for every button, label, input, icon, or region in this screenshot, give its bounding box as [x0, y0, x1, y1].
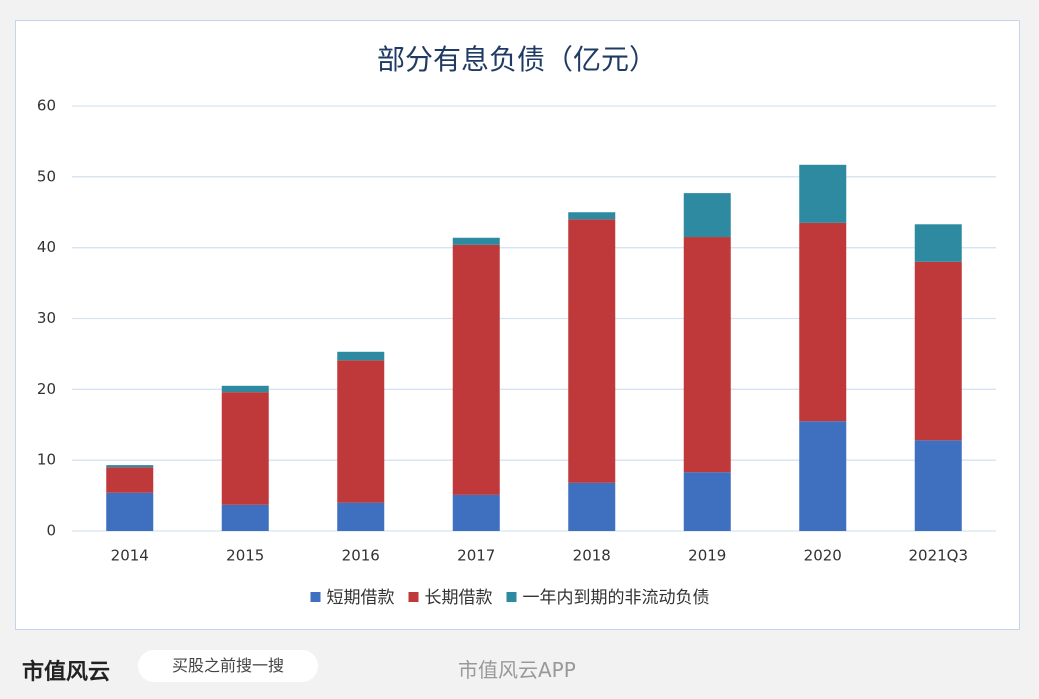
bar-segment: [106, 465, 154, 468]
x-tick-label: 2021Q3: [908, 547, 968, 565]
footer: 市值风云 买股之前搜一搜 市值风云APP: [0, 640, 1039, 699]
bar-segment: [799, 222, 847, 422]
legend-swatch: [506, 592, 517, 602]
y-tick-label: 30: [37, 309, 56, 327]
bar-segment: [221, 385, 269, 393]
app-name: 市值风云APP: [458, 658, 576, 682]
y-tick-label: 50: [37, 167, 56, 185]
y-tick-label: 40: [37, 238, 56, 256]
y-tick-label: 0: [46, 522, 56, 540]
chart-title: 部分有息负债（亿元）: [377, 43, 657, 76]
bar-segment: [914, 261, 962, 441]
bar-segment: [452, 244, 500, 495]
bar-segment: [683, 472, 731, 531]
chart-card: 部分有息负债（亿元） 0 10 20 30 40 50 60 2014 2015 2016 2017…: [15, 20, 1020, 630]
bar-segment: [568, 219, 616, 483]
y-tick-label: 10: [37, 451, 56, 469]
bar-segment: [914, 224, 962, 262]
bar-segment: [337, 502, 385, 531]
x-tick-label: 2020: [804, 547, 842, 565]
x-tick-label: 2016: [342, 547, 380, 565]
bar-segment: [683, 237, 731, 473]
bar-segment: [452, 237, 500, 245]
x-tick-label: 2014: [111, 547, 149, 565]
logo: 市值风云: [22, 660, 111, 685]
legend-swatch: [408, 592, 419, 602]
y-tick-label: 60: [37, 97, 56, 115]
bar-segment: [337, 360, 385, 503]
bar-segment: [799, 421, 847, 531]
bar-segment: [106, 492, 154, 531]
bar-segment: [799, 164, 847, 223]
legend-label: 长期借款: [425, 588, 493, 608]
legend-swatch: [310, 592, 321, 602]
legend-label: 短期借款: [327, 588, 395, 608]
x-tick-label: 2017: [457, 547, 495, 565]
y-tick-label: 20: [37, 380, 56, 398]
bar-segment: [221, 504, 269, 531]
x-tick-label: 2018: [573, 547, 611, 565]
bar-segment: [337, 351, 385, 361]
bar-segment: [106, 467, 154, 493]
bar-segment: [452, 494, 500, 531]
bar-segment: [683, 193, 731, 238]
bar-segment: [914, 440, 962, 531]
x-tick-label: 2019: [688, 547, 726, 565]
legend-label: 一年内到期的非流动负债: [523, 588, 710, 608]
bar-segment: [568, 482, 616, 531]
chart: 部分有息负债（亿元） 0 10 20 30 40 50 60 2014 2015 2016 2017…: [37, 43, 996, 608]
bar-segment: [568, 212, 616, 220]
search-box[interactable]: 买股之前搜一搜: [138, 650, 318, 682]
bar-segment: [221, 392, 269, 505]
x-tick-label: 2015: [226, 547, 264, 565]
